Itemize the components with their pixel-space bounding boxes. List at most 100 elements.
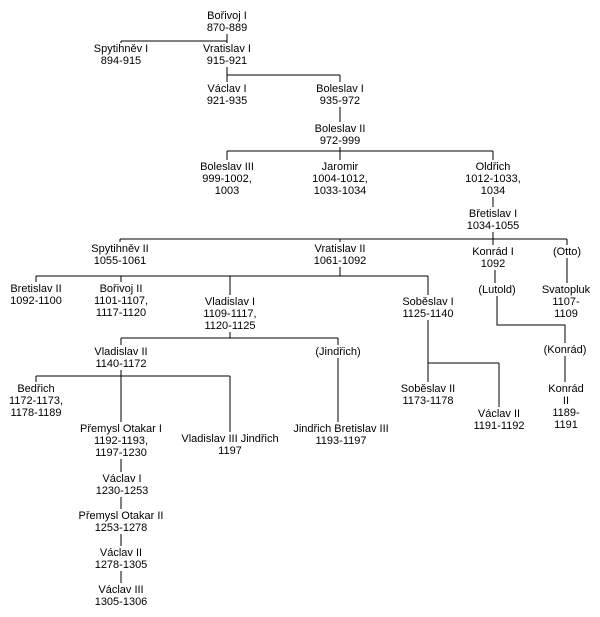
node-boleslav-i: Boleslav I 935-972 (316, 83, 364, 107)
person-name: Václav III (98, 584, 144, 596)
person-dates: 1193-1197 (315, 435, 367, 447)
person-dates: 894-915 (100, 55, 142, 67)
person-dates: 870-889 (206, 22, 248, 34)
person-dates: 1191-1192 (473, 420, 525, 432)
person-name: Přemysl Otakar I (80, 423, 162, 435)
person-dates: 1101-1107, 1117-1120 (93, 295, 149, 319)
person-dates: 1092-1100 (10, 295, 62, 307)
person-name: Soběslav II (400, 383, 456, 395)
person-name: Václav II (99, 547, 143, 559)
person-dates: 1172-1173, 1178-1189 (8, 395, 64, 419)
node-jindrich: (Jindřich) (315, 346, 360, 358)
node-lutold: (Lutold) (478, 284, 515, 296)
person-dates: 935-972 (319, 95, 361, 107)
person-dates: 1012-1033, 1034 (465, 173, 521, 197)
connector-vladislav1-children (120, 332, 339, 345)
person-dates: 1140-1172 (95, 358, 147, 370)
person-name: Jindřich Bretislav III (293, 423, 389, 435)
person-name: (Otto) (552, 246, 582, 258)
node-vaclav-i-1230: Václav I 1230-1253 (96, 473, 149, 497)
node-sobeslav-i: Soběslav I 1125-1140 (402, 296, 453, 320)
node-konrad: (Konrád) (544, 344, 587, 356)
node-spytihnev-ii: Spytihněv II 1055-1061 (91, 243, 148, 267)
person-dates: 1189-1191 (552, 407, 580, 431)
person-name: Vladislav II (94, 346, 148, 358)
person-name: Soběslav I (402, 296, 454, 308)
person-name: Boleslav I (316, 83, 364, 95)
person-name: Boleslav III (200, 161, 254, 173)
person-dates: 972-999 (319, 135, 361, 147)
node-jaromir: Jaromir 1004-1012, 1033-1034 (312, 161, 368, 197)
connector-vratislav1-children (226, 67, 341, 82)
person-dates: 1107-1109 (552, 296, 580, 320)
connector-borivoj1-children (120, 34, 228, 43)
person-name: Boleslav II (314, 123, 366, 135)
node-borivoj-i: Bořivoj I 870-889 (207, 10, 247, 34)
person-dates: 1055-1061 (93, 255, 147, 267)
node-konrad-i: Konrád I 1092 (472, 246, 514, 270)
node-sobeslav-ii: Soběslav II 1173-1178 (401, 383, 455, 407)
person-name: Svatopluk (541, 284, 591, 296)
node-boleslav-iii: Boleslav III 999-1002, 1003 (200, 161, 254, 197)
node-spytihnev-i: Spytihněv I 894-915 (94, 43, 148, 67)
node-premysl-otakar-ii: Přemysl Otakar II 1253-1278 (79, 510, 164, 534)
node-bedrich: Bedřich 1172-1173, 1178-1189 (9, 383, 63, 419)
node-vratislav-i: Vratislav I 915-921 (203, 43, 251, 67)
person-name: Vladislav III Jindřich (181, 433, 279, 445)
node-bretislav-ii: Bretislav II 1092-1100 (10, 283, 62, 307)
person-name: (Lutold) (478, 284, 516, 296)
person-dates: 1253-1278 (94, 522, 148, 534)
person-name: Václav I (207, 83, 247, 95)
node-konrad-ii: Konrád II 1189-1191 (548, 383, 583, 431)
connector-boleslav2-children (226, 147, 494, 160)
node-vratislav-ii: Vratislav II 1061-1092 (314, 243, 367, 267)
node-vaclav-ii-1278: Václav II 1278-1305 (95, 547, 148, 571)
person-dates: 1197 (218, 445, 242, 457)
connector-lutold-child (496, 296, 566, 343)
node-borivoj-ii: Bořivoj II 1101-1107, 1117-1120 (94, 283, 148, 319)
person-dates: 1034-1055 (466, 220, 520, 232)
person-name: Vratislav I (203, 43, 251, 55)
person-name: (Jindřich) (315, 346, 361, 358)
person-dates: 1092 (480, 258, 506, 270)
person-name: Václav II (477, 408, 521, 420)
node-svatopluk: Svatopluk 1107-1109 (542, 284, 590, 320)
node-otto: (Otto) (553, 246, 581, 258)
person-dates: 1061-1092 (313, 255, 367, 267)
node-oldrich: Oldřich 1012-1033, 1034 (465, 161, 521, 197)
person-name: Spytihněv II (91, 243, 149, 255)
person-name: Bretislav II (10, 283, 62, 295)
connector-vladislav2-children (35, 370, 231, 432)
person-dates: 999-1002, 1003 (202, 173, 252, 197)
node-vaclav-iii: Václav III 1305-1306 (95, 584, 148, 608)
person-dates: 1173-1178 (402, 395, 454, 407)
person-name: Bořivoj II (99, 283, 143, 295)
person-name: Konrád II (548, 383, 584, 407)
person-name: Přemysl Otakar II (78, 510, 164, 522)
connector-vratislav2-children (35, 267, 429, 295)
person-name: Oldřich (475, 161, 511, 173)
node-vaclav-ii-1191: Václav II 1191-1192 (474, 408, 525, 432)
node-vladislav-i: Vladislav I 1109-1117, 1120-1125 (203, 296, 256, 332)
person-dates: 921-935 (206, 95, 248, 107)
person-name: Vratislav II (314, 243, 366, 255)
person-dates: 1278-1305 (94, 559, 148, 571)
node-vladislav-iii-jindrich: Vladislav III Jindřich 1197 (181, 433, 278, 457)
node-bretislav-i: Břetislav I 1034-1055 (467, 208, 520, 232)
node-vaclav-i-921: Václav I 921-935 (207, 83, 247, 107)
person-name: Václav I (102, 473, 142, 485)
person-dates: 1230-1253 (95, 485, 149, 497)
node-premysl-otakar-i: Přemysl Otakar I 1192-1193, 1197-1230 (80, 423, 162, 459)
person-dates: 915-921 (206, 55, 248, 67)
person-dates: 1004-1012, 1033-1034 (312, 173, 368, 197)
node-vladislav-ii: Vladislav II 1140-1172 (94, 346, 147, 370)
person-dates: 1192-1193, 1197-1230 (93, 435, 149, 459)
connector-bretislav1-children (119, 232, 568, 245)
person-name: Břetislav I (468, 208, 518, 220)
node-jindrich-bretislav-iii: Jindřich Bretislav III 1193-1197 (293, 423, 388, 447)
person-dates: 1125-1140 (402, 308, 454, 320)
person-dates: 1109-1117, 1120-1125 (203, 308, 257, 332)
person-name: Konrád I (472, 246, 514, 258)
